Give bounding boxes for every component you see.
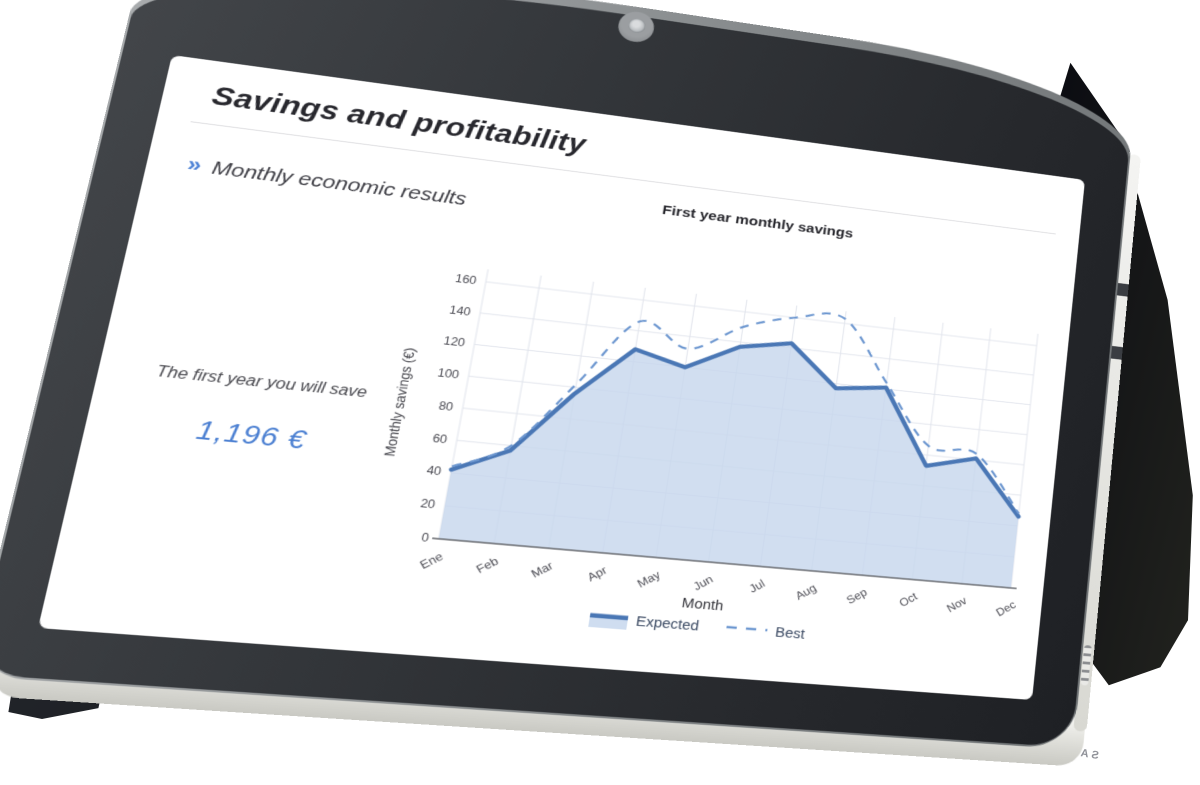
tablet-device: Savings and profitability » Monthly econo… xyxy=(0,0,1141,767)
y-tick-label: 100 xyxy=(436,367,460,382)
tablet-screen: Savings and profitability » Monthly econo… xyxy=(37,55,1086,701)
legend-expected-fill xyxy=(588,617,628,630)
x-axis-title: Month xyxy=(681,596,725,614)
legend-expected-label: Expected xyxy=(635,614,700,634)
y-tick-label: 160 xyxy=(454,272,477,287)
y-tick-label: 40 xyxy=(425,464,442,478)
x-tick-label: Sep xyxy=(844,586,869,607)
savings-chart: 0 20 40 60 80 100 120 140 160 Ene Feb Mar Apr May Jun J… xyxy=(341,169,1072,690)
y-tick-label: 80 xyxy=(438,399,455,413)
x-tick-label: Nov xyxy=(944,594,969,615)
x-tick-label: Aug xyxy=(793,581,819,602)
x-tick-label: Jun xyxy=(691,573,716,593)
x-tick-label: Jul xyxy=(747,577,767,595)
expected-area xyxy=(438,308,1034,588)
y-tick-label: 20 xyxy=(419,497,436,511)
y-tick-label: 120 xyxy=(442,335,466,350)
savings-lead-text: The first year you will save xyxy=(154,363,369,402)
x-tick-label: Oct xyxy=(897,590,920,610)
savings-amount: 1,196 € xyxy=(193,415,309,455)
section-marker-icon: » xyxy=(185,152,204,177)
y-axis-title: Monthly savings (€) xyxy=(381,347,418,457)
chart-title: First year monthly savings xyxy=(661,203,854,241)
legend-best-swatch xyxy=(727,627,768,630)
x-tick-label: Dec xyxy=(994,598,1018,619)
x-tick-label: May xyxy=(635,568,664,590)
y-tick-label: 0 xyxy=(420,531,430,545)
y-tick-label: 140 xyxy=(448,303,472,318)
savings-chart-svg: 0 20 40 60 80 100 120 140 160 Ene Feb Mar Apr May Jun J… xyxy=(381,203,1072,642)
h-gridline xyxy=(486,282,1037,346)
y-tick-label: 60 xyxy=(432,432,449,446)
x-tick-label: Ene xyxy=(417,550,445,572)
power-button-slot xyxy=(1110,345,1123,360)
x-tick-label: Mar xyxy=(529,559,556,580)
legend-best-label: Best xyxy=(774,625,805,642)
volume-button-slot xyxy=(1116,282,1129,297)
x-tick-label: Feb xyxy=(474,554,501,576)
x-tick-label: Apr xyxy=(585,564,609,584)
